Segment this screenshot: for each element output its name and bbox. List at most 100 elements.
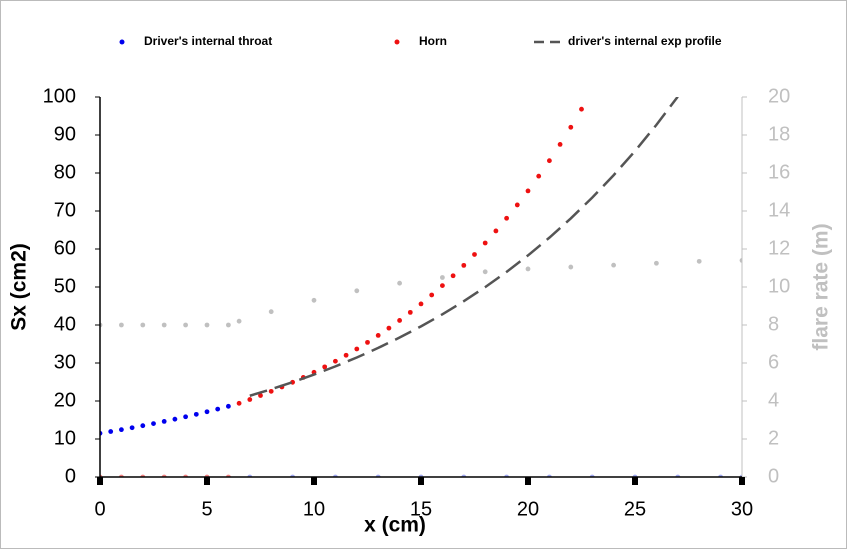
y2-tick-label: 16 bbox=[768, 161, 790, 183]
point bbox=[450, 273, 456, 279]
x-axis-label: x (cm) bbox=[364, 514, 426, 537]
point bbox=[525, 266, 531, 272]
legend-label: Horn bbox=[419, 34, 447, 48]
point bbox=[525, 188, 531, 194]
point bbox=[333, 358, 338, 364]
point bbox=[183, 322, 189, 328]
point bbox=[397, 318, 402, 323]
point bbox=[108, 429, 114, 434]
x-tick-label: 15 bbox=[410, 498, 432, 520]
point bbox=[579, 106, 584, 112]
point bbox=[322, 364, 328, 370]
point bbox=[739, 258, 742, 263]
x-tick-label: 0 bbox=[94, 498, 105, 520]
point bbox=[193, 411, 199, 417]
point bbox=[161, 322, 167, 328]
point bbox=[557, 141, 563, 147]
point bbox=[536, 173, 542, 179]
point bbox=[514, 202, 520, 208]
y2-tick-label: 14 bbox=[768, 199, 790, 221]
point bbox=[151, 421, 156, 427]
y2-tick-label: 10 bbox=[768, 275, 790, 297]
x-tick bbox=[525, 477, 531, 485]
point bbox=[611, 262, 616, 268]
y-tick-label: 0 bbox=[65, 465, 76, 487]
point bbox=[129, 425, 135, 431]
point bbox=[236, 318, 242, 324]
point bbox=[482, 269, 488, 275]
y2-tick-label: 2 bbox=[768, 427, 779, 449]
point bbox=[183, 414, 189, 420]
point bbox=[440, 275, 445, 280]
legend-label: Driver's internal throat bbox=[144, 34, 272, 48]
point bbox=[375, 333, 381, 338]
y-tick-label: 100 bbox=[43, 85, 76, 107]
x-tick-label: 30 bbox=[731, 498, 753, 520]
x-tick-label: 10 bbox=[303, 498, 325, 520]
point bbox=[204, 322, 210, 328]
point bbox=[504, 215, 509, 221]
point bbox=[568, 264, 574, 270]
point bbox=[268, 309, 274, 315]
point bbox=[215, 406, 221, 412]
x-tick bbox=[311, 477, 317, 485]
point bbox=[696, 258, 702, 264]
point bbox=[568, 124, 574, 130]
point bbox=[226, 403, 231, 409]
point bbox=[429, 292, 435, 298]
point bbox=[140, 322, 146, 328]
point bbox=[226, 322, 231, 328]
x-tick bbox=[632, 477, 638, 485]
point bbox=[354, 346, 360, 352]
y2-tick-label: 8 bbox=[768, 313, 779, 335]
point bbox=[418, 301, 424, 307]
x-tick bbox=[418, 477, 424, 485]
point bbox=[204, 409, 210, 415]
legend-swatch bbox=[394, 39, 400, 45]
y2-axis-label: flare rate (m) bbox=[810, 223, 833, 350]
y-tick-label: 20 bbox=[54, 389, 76, 411]
point bbox=[247, 397, 253, 402]
point bbox=[386, 325, 392, 331]
legend-swatch bbox=[119, 39, 125, 45]
y-tick-label: 60 bbox=[54, 237, 76, 259]
y-tick-label: 70 bbox=[54, 199, 76, 221]
point bbox=[258, 393, 263, 398]
point bbox=[119, 427, 124, 433]
point bbox=[461, 262, 467, 268]
y-tick-label: 40 bbox=[54, 313, 76, 335]
point bbox=[140, 423, 146, 429]
point bbox=[440, 283, 445, 288]
y2-tick-label: 18 bbox=[768, 123, 790, 145]
point bbox=[365, 339, 370, 345]
profile-line bbox=[249, 97, 679, 397]
point bbox=[407, 309, 413, 315]
y2-tick-label: 20 bbox=[768, 85, 790, 107]
y-tick-label: 80 bbox=[54, 161, 76, 183]
point bbox=[236, 400, 242, 406]
point bbox=[654, 260, 659, 266]
x-tick bbox=[97, 477, 103, 485]
y-tick-label: 30 bbox=[54, 351, 76, 373]
point bbox=[311, 297, 317, 303]
y2-tick-label: 12 bbox=[768, 237, 790, 259]
point bbox=[493, 228, 499, 234]
point bbox=[161, 419, 167, 424]
y2-tick-label: 6 bbox=[768, 351, 779, 373]
y-tick-label: 90 bbox=[54, 123, 76, 145]
point bbox=[472, 252, 477, 257]
y2-tick-label: 4 bbox=[768, 389, 779, 411]
x-tick bbox=[204, 477, 210, 485]
point bbox=[268, 388, 274, 394]
y-axis-label: Sx (cm2) bbox=[8, 243, 31, 331]
y-tick-label: 10 bbox=[54, 427, 76, 449]
point bbox=[547, 158, 552, 164]
point bbox=[343, 352, 349, 358]
x-tick-label: 20 bbox=[517, 498, 539, 520]
x-tick bbox=[739, 477, 745, 485]
point bbox=[119, 322, 124, 328]
x-tick-label: 5 bbox=[201, 498, 212, 520]
point bbox=[482, 240, 488, 246]
